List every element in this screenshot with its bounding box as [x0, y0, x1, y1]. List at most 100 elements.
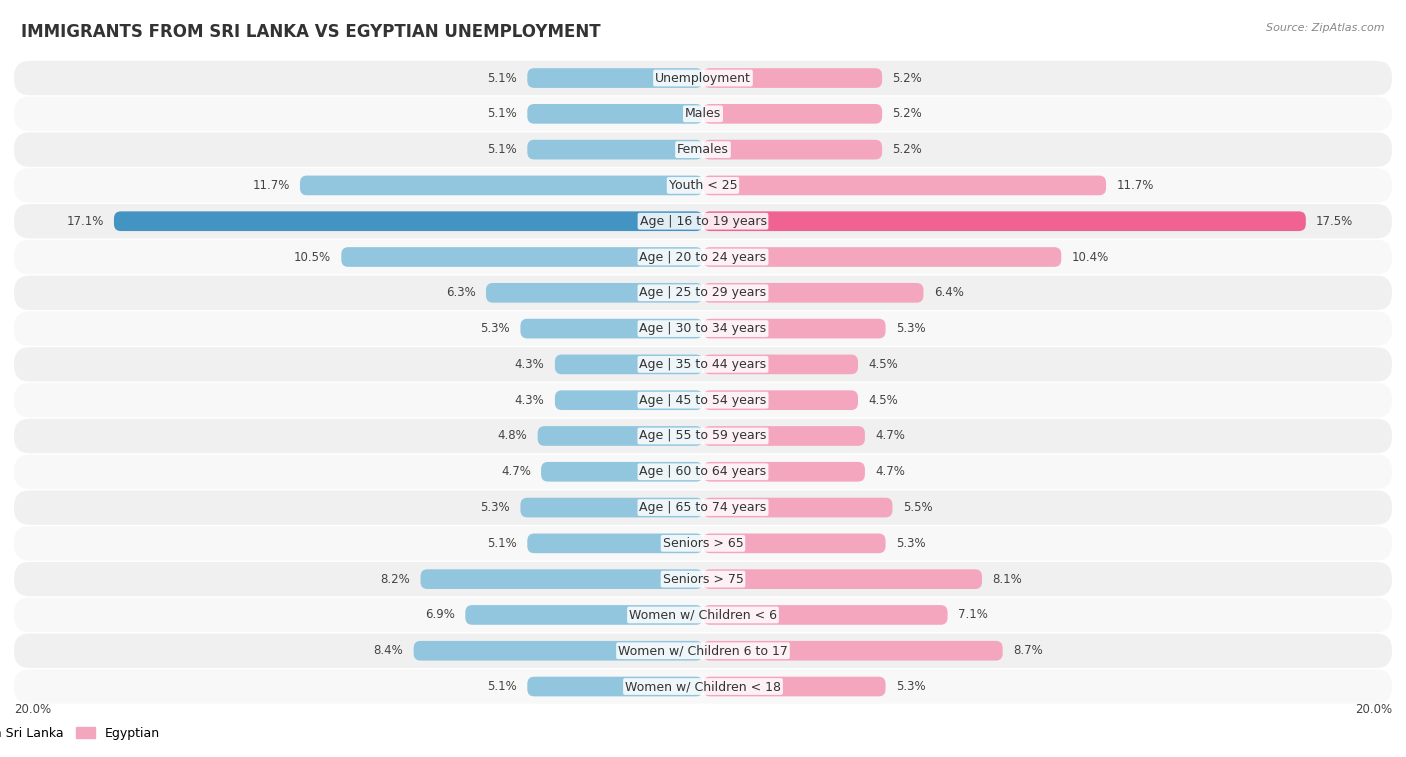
- Text: 5.1%: 5.1%: [488, 72, 517, 85]
- Text: 4.8%: 4.8%: [498, 429, 527, 443]
- FancyBboxPatch shape: [520, 319, 703, 338]
- Text: 4.7%: 4.7%: [501, 466, 531, 478]
- Text: 5.1%: 5.1%: [488, 107, 517, 120]
- Text: 5.1%: 5.1%: [488, 680, 517, 693]
- Text: Age | 20 to 24 years: Age | 20 to 24 years: [640, 251, 766, 263]
- Text: Women w/ Children < 18: Women w/ Children < 18: [626, 680, 780, 693]
- FancyBboxPatch shape: [703, 497, 893, 517]
- Text: 6.4%: 6.4%: [934, 286, 963, 299]
- Text: Women w/ Children < 6: Women w/ Children < 6: [628, 609, 778, 621]
- FancyBboxPatch shape: [14, 419, 1392, 453]
- FancyBboxPatch shape: [14, 634, 1392, 668]
- FancyBboxPatch shape: [527, 677, 703, 696]
- FancyBboxPatch shape: [342, 248, 703, 267]
- Text: 8.7%: 8.7%: [1012, 644, 1043, 657]
- FancyBboxPatch shape: [537, 426, 703, 446]
- FancyBboxPatch shape: [14, 526, 1392, 560]
- FancyBboxPatch shape: [703, 354, 858, 374]
- Text: Age | 30 to 34 years: Age | 30 to 34 years: [640, 322, 766, 335]
- FancyBboxPatch shape: [14, 204, 1392, 238]
- Text: 6.3%: 6.3%: [446, 286, 475, 299]
- Text: 5.3%: 5.3%: [896, 322, 925, 335]
- Text: 5.3%: 5.3%: [481, 501, 510, 514]
- FancyBboxPatch shape: [14, 168, 1392, 203]
- Text: 4.7%: 4.7%: [875, 466, 905, 478]
- FancyBboxPatch shape: [703, 211, 1306, 231]
- FancyBboxPatch shape: [527, 534, 703, 553]
- FancyBboxPatch shape: [541, 462, 703, 481]
- FancyBboxPatch shape: [465, 605, 703, 625]
- Text: Age | 45 to 54 years: Age | 45 to 54 years: [640, 394, 766, 407]
- Text: Age | 16 to 19 years: Age | 16 to 19 years: [640, 215, 766, 228]
- Text: Youth < 25: Youth < 25: [669, 179, 737, 192]
- Text: 20.0%: 20.0%: [1355, 703, 1392, 716]
- Text: 5.3%: 5.3%: [896, 537, 925, 550]
- FancyBboxPatch shape: [703, 283, 924, 303]
- FancyBboxPatch shape: [14, 562, 1392, 597]
- FancyBboxPatch shape: [703, 140, 882, 160]
- Text: 11.7%: 11.7%: [1116, 179, 1154, 192]
- Text: Age | 55 to 59 years: Age | 55 to 59 years: [640, 429, 766, 443]
- FancyBboxPatch shape: [555, 391, 703, 410]
- FancyBboxPatch shape: [14, 61, 1392, 95]
- Text: Females: Females: [678, 143, 728, 156]
- Text: Age | 35 to 44 years: Age | 35 to 44 years: [640, 358, 766, 371]
- FancyBboxPatch shape: [14, 311, 1392, 346]
- FancyBboxPatch shape: [486, 283, 703, 303]
- Text: 11.7%: 11.7%: [252, 179, 290, 192]
- FancyBboxPatch shape: [14, 491, 1392, 525]
- Text: 4.7%: 4.7%: [875, 429, 905, 443]
- Text: 17.5%: 17.5%: [1316, 215, 1354, 228]
- Text: 8.1%: 8.1%: [993, 572, 1022, 586]
- Text: 8.4%: 8.4%: [374, 644, 404, 657]
- Text: Seniors > 75: Seniors > 75: [662, 572, 744, 586]
- FancyBboxPatch shape: [703, 534, 886, 553]
- FancyBboxPatch shape: [703, 605, 948, 625]
- Text: 8.2%: 8.2%: [381, 572, 411, 586]
- FancyBboxPatch shape: [14, 240, 1392, 274]
- FancyBboxPatch shape: [703, 248, 1062, 267]
- Text: Women w/ Children 6 to 17: Women w/ Children 6 to 17: [619, 644, 787, 657]
- Text: 20.0%: 20.0%: [14, 703, 51, 716]
- FancyBboxPatch shape: [14, 347, 1392, 382]
- FancyBboxPatch shape: [527, 68, 703, 88]
- Text: 5.3%: 5.3%: [481, 322, 510, 335]
- FancyBboxPatch shape: [14, 383, 1392, 417]
- Text: 4.5%: 4.5%: [869, 358, 898, 371]
- Text: 10.5%: 10.5%: [294, 251, 330, 263]
- FancyBboxPatch shape: [703, 391, 858, 410]
- FancyBboxPatch shape: [703, 569, 981, 589]
- FancyBboxPatch shape: [413, 641, 703, 661]
- Text: Males: Males: [685, 107, 721, 120]
- FancyBboxPatch shape: [703, 426, 865, 446]
- FancyBboxPatch shape: [14, 276, 1392, 310]
- Text: 10.4%: 10.4%: [1071, 251, 1109, 263]
- Text: 6.9%: 6.9%: [425, 609, 456, 621]
- Text: Age | 25 to 29 years: Age | 25 to 29 years: [640, 286, 766, 299]
- Text: IMMIGRANTS FROM SRI LANKA VS EGYPTIAN UNEMPLOYMENT: IMMIGRANTS FROM SRI LANKA VS EGYPTIAN UN…: [21, 23, 600, 41]
- FancyBboxPatch shape: [14, 598, 1392, 632]
- FancyBboxPatch shape: [14, 132, 1392, 167]
- Text: 5.2%: 5.2%: [893, 72, 922, 85]
- FancyBboxPatch shape: [114, 211, 703, 231]
- Text: 17.1%: 17.1%: [66, 215, 104, 228]
- FancyBboxPatch shape: [703, 68, 882, 88]
- FancyBboxPatch shape: [703, 677, 886, 696]
- Text: 5.3%: 5.3%: [896, 680, 925, 693]
- Text: Age | 65 to 74 years: Age | 65 to 74 years: [640, 501, 766, 514]
- FancyBboxPatch shape: [703, 462, 865, 481]
- FancyBboxPatch shape: [703, 319, 886, 338]
- Text: Source: ZipAtlas.com: Source: ZipAtlas.com: [1267, 23, 1385, 33]
- FancyBboxPatch shape: [420, 569, 703, 589]
- Text: 4.5%: 4.5%: [869, 394, 898, 407]
- FancyBboxPatch shape: [555, 354, 703, 374]
- Text: Unemployment: Unemployment: [655, 72, 751, 85]
- FancyBboxPatch shape: [703, 176, 1107, 195]
- Legend: Immigrants from Sri Lanka, Egyptian: Immigrants from Sri Lanka, Egyptian: [0, 722, 165, 745]
- Text: 5.2%: 5.2%: [893, 107, 922, 120]
- Text: 7.1%: 7.1%: [957, 609, 988, 621]
- Text: 5.2%: 5.2%: [893, 143, 922, 156]
- FancyBboxPatch shape: [299, 176, 703, 195]
- Text: 4.3%: 4.3%: [515, 394, 544, 407]
- FancyBboxPatch shape: [527, 104, 703, 123]
